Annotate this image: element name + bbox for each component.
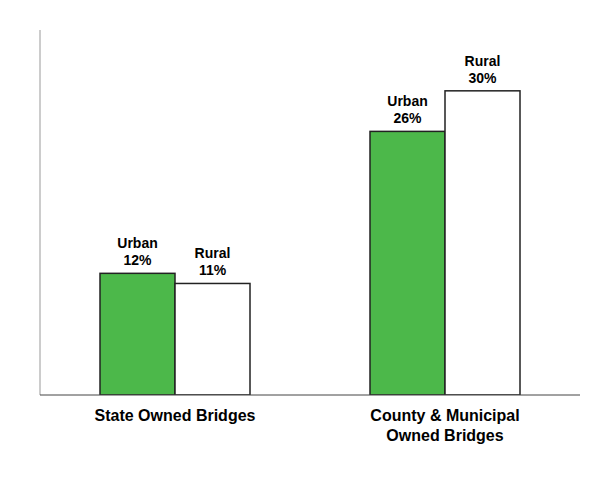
category-label-line: State Owned Bridges [95,407,256,424]
y-axis-line [40,30,41,395]
chart-container: 12%Urban11%RuralState Owned Bridges26%Ur… [0,0,600,487]
data-label-value: 11% [199,262,227,278]
data-label-name: Rural [195,245,231,261]
data-label-value: 26% [393,110,422,126]
baseline [40,395,580,396]
labels: 12%Urban11%RuralState Owned Bridges26%Ur… [95,53,520,444]
chart: 12%Urban11%RuralState Owned Bridges26%Ur… [0,0,600,487]
bar [100,273,175,395]
category-label: State Owned Bridges [95,407,256,424]
category-label-line: County & Municipal [370,407,519,424]
category-label: County & Municipal Owned Bridges [370,407,519,444]
data-label-name: Rural [465,53,501,69]
data-label-value: 12% [123,252,152,268]
bar [445,91,520,395]
data-label-value: 30% [468,70,497,86]
data-label-name: Urban [387,93,427,109]
bar [370,131,445,395]
category-label-line: Owned Bridges [386,427,503,444]
data-label-name: Urban [117,235,157,251]
bar [175,283,250,395]
bars [100,91,520,395]
